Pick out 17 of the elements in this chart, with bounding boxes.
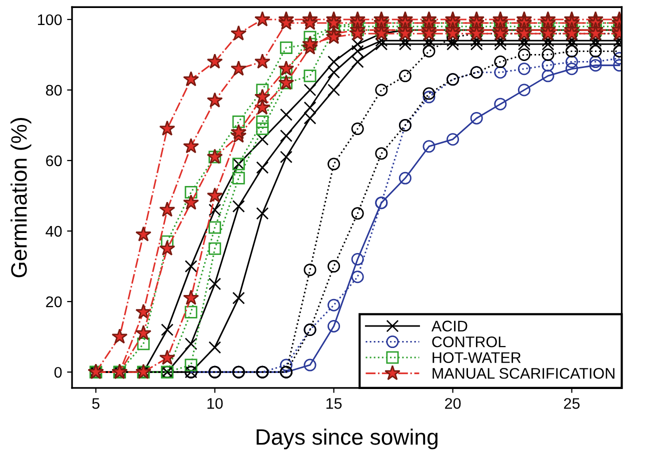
x-tick-label: 25 — [564, 398, 580, 409]
legend-label: MANUAL SCARIFICATION — [432, 368, 614, 379]
y-tick-label: 80 — [46, 84, 62, 96]
y-tick-label: 20 — [46, 296, 62, 308]
legend-label: CONTROL — [432, 336, 506, 348]
y-tick-label: 100 — [38, 14, 62, 26]
legend-label: HOT-WATER — [432, 352, 521, 364]
x-tick-label: 5 — [92, 398, 100, 409]
x-axis-title: Days since sowing — [256, 428, 438, 450]
y-tick-label: 40 — [46, 226, 62, 237]
x-tick-label: 20 — [445, 398, 461, 409]
x-tick-label: 15 — [326, 398, 342, 409]
y-axis-title: Germination (%) — [10, 118, 32, 278]
x-tick-label: 10 — [207, 398, 223, 409]
y-tick-label: 60 — [46, 155, 62, 166]
y-tick-label: 0 — [54, 366, 62, 378]
legend-label: ACID — [431, 320, 468, 332]
